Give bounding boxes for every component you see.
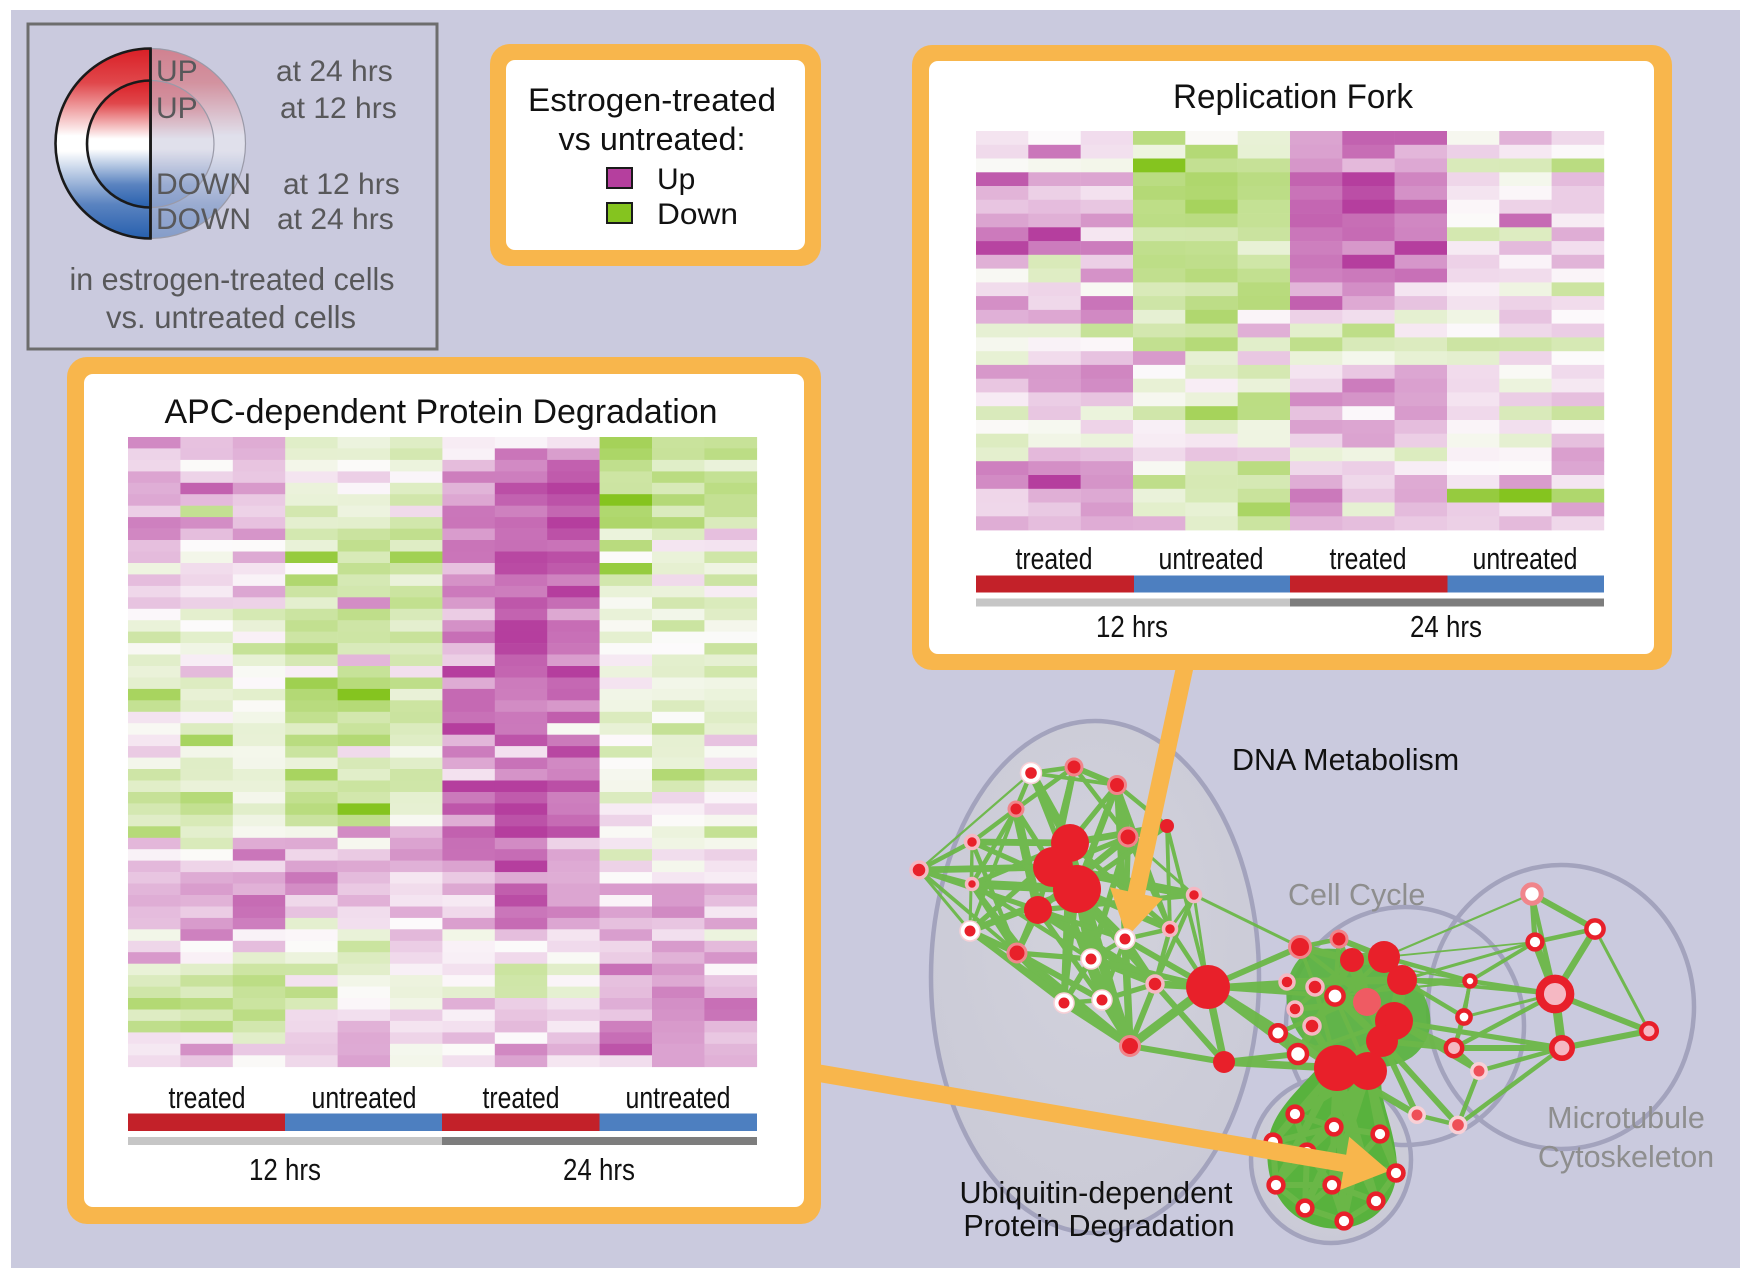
svg-text:treated: treated <box>1016 541 1093 576</box>
svg-text:at 24 hrs: at 24 hrs <box>276 55 393 88</box>
svg-text:treated: treated <box>1330 541 1407 576</box>
svg-text:Estrogen-treated: Estrogen-treated <box>528 82 776 118</box>
svg-text:UP: UP <box>156 55 198 88</box>
svg-text:in estrogen-treated cells: in estrogen-treated cells <box>70 261 395 297</box>
svg-text:untreated: untreated <box>312 1080 417 1115</box>
svg-text:Down: Down <box>657 198 738 231</box>
svg-text:Protein Degradation: Protein Degradation <box>963 1209 1234 1243</box>
svg-text:Ubiquitin-dependent: Ubiquitin-dependent <box>959 1176 1233 1210</box>
svg-text:UP: UP <box>156 92 198 125</box>
svg-text:untreated: untreated <box>626 1080 731 1115</box>
svg-text:treated: treated <box>169 1080 246 1115</box>
svg-text:at 12 hrs: at 12 hrs <box>280 92 397 125</box>
svg-text:treated: treated <box>483 1080 560 1115</box>
svg-text:Cell Cycle: Cell Cycle <box>1288 878 1425 912</box>
svg-text:vs. untreated cells: vs. untreated cells <box>106 299 356 335</box>
svg-text:Replication Fork: Replication Fork <box>1173 78 1414 116</box>
svg-text:Cytoskeleton: Cytoskeleton <box>1538 1140 1714 1174</box>
svg-text:24 hrs: 24 hrs <box>563 1152 635 1187</box>
svg-text:DOWN: DOWN <box>156 168 251 201</box>
svg-text:untreated: untreated <box>1159 541 1264 576</box>
svg-text:vs untreated:: vs untreated: <box>559 121 746 157</box>
svg-text:24 hrs: 24 hrs <box>1410 609 1482 644</box>
svg-text:untreated: untreated <box>1473 541 1578 576</box>
svg-text:at 12 hrs: at 12 hrs <box>283 168 400 201</box>
svg-text:12 hrs: 12 hrs <box>249 1152 321 1187</box>
svg-text:APC-dependent Protein Degradat: APC-dependent Protein Degradation <box>165 393 718 431</box>
svg-text:Up: Up <box>657 163 695 196</box>
svg-text:DNA Metabolism: DNA Metabolism <box>1232 743 1459 777</box>
svg-text:Microtubule: Microtubule <box>1547 1101 1705 1135</box>
svg-text:DOWN: DOWN <box>156 203 251 236</box>
svg-text:12 hrs: 12 hrs <box>1096 609 1168 644</box>
svg-text:at 24 hrs: at 24 hrs <box>277 203 394 236</box>
